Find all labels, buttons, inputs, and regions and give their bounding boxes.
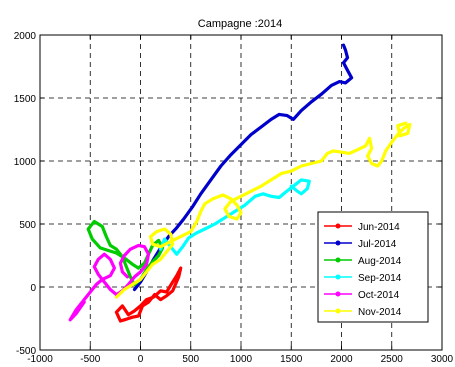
legend-label: Jul-2014: [358, 239, 397, 250]
x-tick-label: -1000: [27, 354, 53, 365]
x-tick-label: 1000: [230, 354, 253, 365]
series-line-jun-2014: [114, 266, 183, 323]
x-tick-label: 2000: [330, 354, 353, 365]
x-tick-label: 500: [182, 354, 199, 365]
series-line-oct-2014: [68, 243, 151, 322]
legend-marker: [335, 257, 341, 263]
legend-marker: [335, 291, 341, 297]
legend-label: Aug-2014: [358, 256, 402, 267]
legend-label: Sep-2014: [358, 273, 402, 284]
legend-box: [317, 211, 429, 323]
y-tick-label: 0: [30, 283, 36, 294]
y-tick-label: 500: [19, 220, 36, 231]
series-line-sep-2014: [159, 178, 311, 256]
legend-marker: [335, 274, 341, 280]
axis-ticks: -1000 -500 0 500 1000 1500 2000 2500 3000-500050…: [14, 31, 454, 365]
legend-marker: [335, 308, 341, 314]
legend-marker: [335, 223, 341, 229]
legend-marker: [335, 240, 341, 246]
legend-label: Jun-2014: [358, 222, 400, 233]
x-tick-label: 3000: [431, 354, 454, 365]
y-tick-label: 1000: [14, 157, 37, 168]
chart-title: Campagne :2014: [198, 18, 282, 30]
x-tick-label: -500: [80, 354, 100, 365]
legend-label: Oct-2014: [358, 290, 400, 301]
legend-label: Nov-2014: [358, 307, 402, 318]
legend: Jun-2014 Jul-2014 Aug-2014 Sep-2014 Oct-2014…: [317, 211, 429, 323]
y-tick-label: -500: [16, 346, 36, 357]
y-tick-label: 1500: [14, 94, 37, 105]
x-tick-label: 2500: [381, 354, 404, 365]
x-tick-label: 1500: [280, 354, 303, 365]
series-line-nov-2014: [114, 121, 412, 299]
series-layer: [68, 43, 412, 323]
y-tick-label: 2000: [14, 31, 37, 42]
x-tick-label: 0: [138, 354, 144, 365]
